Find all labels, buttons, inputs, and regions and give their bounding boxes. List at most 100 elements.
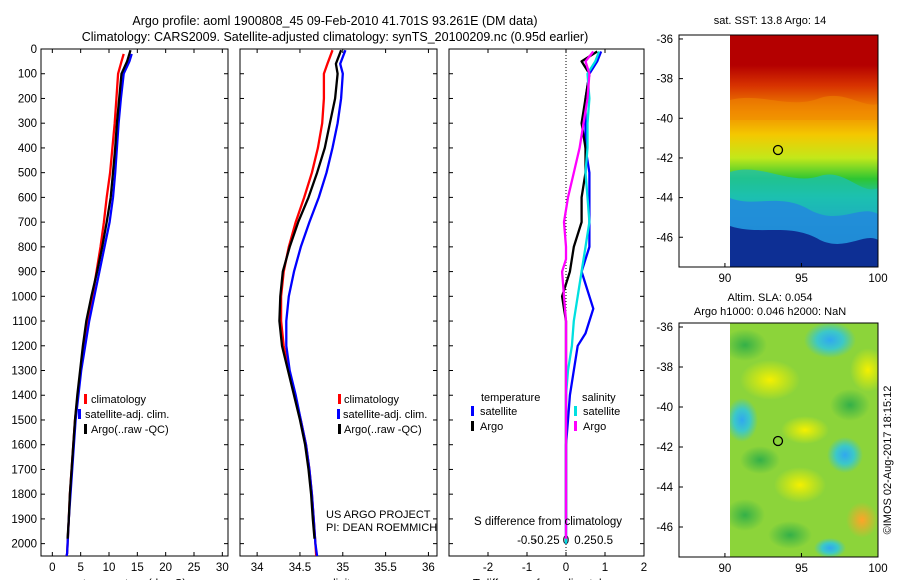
depth-tick-label: 900: [18, 267, 37, 279]
legend-label-t-satellite: satellite: [480, 406, 517, 418]
difference-panel: -2 -1 0 1 2 T difference from climatology -0.5…: [448, 48, 647, 580]
map-lat-tick-label: -36: [656, 322, 673, 334]
map-lon-tick-label: 90: [719, 563, 732, 575]
x-tick-label: 35: [336, 562, 349, 574]
map-lat-tick-label: -42: [656, 442, 673, 454]
difference-series: [560, 50, 603, 544]
map-lat-tick-label: -38: [656, 74, 673, 86]
x-tick-label: 5: [77, 562, 83, 574]
depth-tick-label: 800: [18, 242, 37, 254]
salinity-legend: climatology satellite-adj. clim. Argo(..…: [337, 394, 427, 436]
x-tick-label: 2: [641, 562, 647, 574]
x-tick-label: -1: [522, 562, 532, 574]
sla-map-title-line2: Argo h1000: 0.046 h2000: NaN: [694, 306, 846, 318]
legend-label-s-satellite: satellite: [583, 406, 620, 418]
difference-frame: [448, 48, 645, 557]
map-lat-tick-label: -44: [656, 193, 673, 205]
x-tick-label: 15: [131, 562, 144, 574]
depth-tick-label: 1500: [11, 415, 37, 427]
temperature-frame: [40, 48, 229, 557]
depth-tick-label: 1400: [11, 390, 37, 402]
sla-field: [730, 323, 878, 557]
map-lat-tick-label: -42: [656, 153, 673, 165]
series-line-climatology: [65, 53, 125, 556]
legend-label-climatology: climatology: [91, 394, 147, 406]
map-lat-tick-label: -40: [656, 113, 673, 125]
legend-label-argo: Argo(..raw -QC): [91, 424, 169, 436]
figure-title-line1: Argo profile: aoml 1900808_45 09-Feb-201…: [132, 14, 537, 28]
x-tick-label: 0: [49, 562, 55, 574]
legend-swatch-climatology: [338, 394, 341, 404]
legend-header-salinity: salinity: [582, 392, 616, 404]
legend-swatch-t-argo: [471, 421, 474, 431]
legend-label-satellite: satellite-adj. clim.: [85, 409, 169, 421]
map-lon-tick-label: 100: [868, 273, 887, 285]
legend-swatch-satellite: [337, 409, 340, 419]
difference-legend: temperature salinity satellite Argo sate…: [471, 392, 620, 433]
map-lat-tick-label: -44: [656, 482, 673, 494]
depth-tick-label: 400: [18, 143, 37, 155]
temperature-axis-label: temperature (deg C): [83, 579, 187, 580]
depth-tick-label: 1700: [11, 464, 37, 476]
salinity-series: [278, 49, 347, 556]
x-tick-label: 25: [188, 562, 201, 574]
credit-pi: PI: DEAN ROEMMICH: [326, 522, 437, 534]
depth-tick-label: 300: [18, 118, 37, 130]
s-tick-label: 0.25: [574, 535, 596, 547]
map-lat-tick-label: -36: [656, 34, 673, 46]
salinity-axis-label: salinity: [321, 579, 356, 580]
series-line-salinity-argo: [560, 50, 595, 539]
legend-swatch-satellite: [78, 409, 81, 419]
depth-tick-label: 100: [18, 69, 37, 81]
legend-swatch-climatology: [84, 394, 87, 404]
legend-label-climatology: climatology: [344, 394, 400, 406]
depth-tick-label: 1100: [12, 316, 37, 328]
map-lon-tick-label: 100: [868, 563, 887, 575]
sst-field: [730, 35, 878, 267]
x-tick-label: 34: [251, 562, 264, 574]
series-line-satellite-adj-clim-: [65, 53, 133, 556]
s-difference-axis-label: S difference from climatology: [474, 516, 622, 528]
depth-tick-label: 600: [18, 192, 37, 204]
depth-tick-label: 500: [18, 168, 37, 180]
x-tick-label: 30: [216, 562, 229, 574]
sla-map-frame: [678, 322, 879, 558]
x-tick-label: 1: [602, 562, 608, 574]
s-tick-label: -0.5: [517, 535, 537, 547]
map-lat-tick-label: -46: [656, 232, 673, 244]
x-tick-label: 35.5: [374, 562, 396, 574]
x-tick-label: -2: [483, 562, 493, 574]
x-tick-label: 20: [159, 562, 172, 574]
s-tick-label: 0.5: [597, 535, 613, 547]
map-lon-tick-label: 95: [795, 273, 808, 285]
depth-tick-label: 1000: [11, 291, 37, 303]
temperature-series: [65, 49, 133, 556]
s-tick-label: -0.25: [533, 535, 559, 547]
legend-header-temperature: temperature: [481, 392, 540, 404]
salinity-panel: 34 34.5 35 35.5 36 salinity: [239, 48, 438, 580]
map-lat-tick-label: -46: [656, 522, 673, 534]
sst-map-frame: [678, 34, 879, 268]
legend-swatch-s-argo: [574, 421, 577, 431]
series-line-satellite-adj-clim-: [285, 49, 347, 556]
legend-label-satellite: satellite-adj. clim.: [343, 409, 427, 421]
salinity-frame: [239, 48, 438, 557]
temperature-legend: climatology satellite-adj. clim. Argo(..…: [78, 394, 169, 436]
legend-label-t-argo: Argo: [480, 421, 503, 433]
depth-tick-label: 200: [18, 93, 37, 105]
series-line-argo-raw-qc-: [278, 49, 343, 539]
depth-tick-label: 1300: [11, 366, 37, 378]
legend-swatch-argo: [84, 424, 87, 434]
legend-swatch-t-satellite: [471, 406, 474, 416]
map-lon-tick-label: 95: [795, 563, 808, 575]
depth-tick-label: 2000: [11, 539, 37, 551]
sst-map-panel: sat. SST: 13.8 Argo: 14 90 95 100 -36 -38 -40…: [656, 15, 887, 285]
series-line-argo-raw-qc-: [66, 49, 132, 539]
legend-label-s-argo: Argo: [583, 421, 606, 433]
imos-timestamp: ©IMOS 02-Aug-2017 18:15:12: [882, 386, 894, 535]
depth-tick-label: 1900: [11, 514, 37, 526]
map-lat-tick-label: -40: [656, 402, 673, 414]
x-tick-label: 10: [103, 562, 116, 574]
depth-tick-label: 1800: [11, 489, 37, 501]
